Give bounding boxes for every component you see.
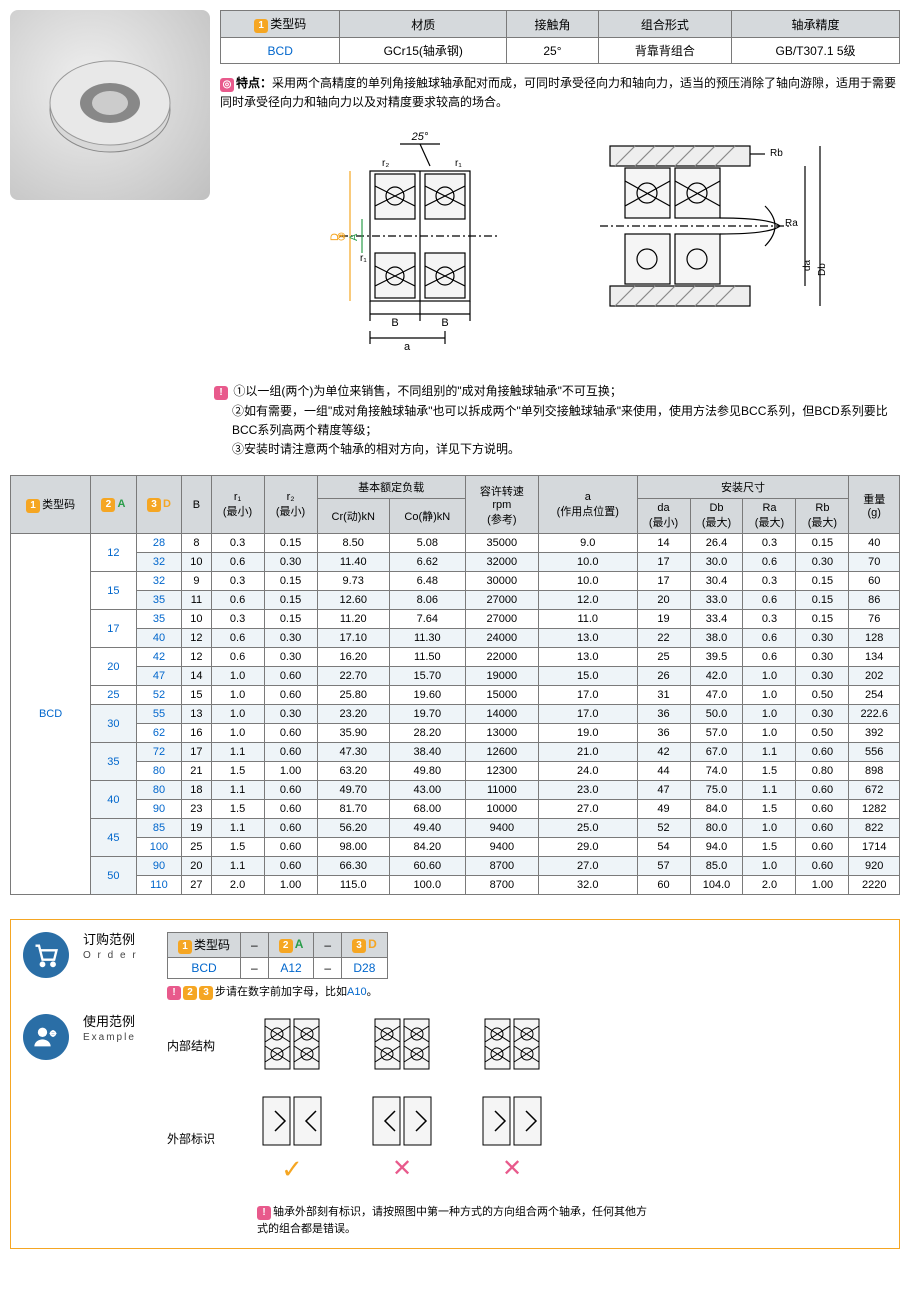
table-row: 3572171.10.6047.3038.401260021.04267.01.… — [11, 743, 900, 762]
order-title: 订购范例 O r d e r — [83, 932, 153, 962]
table-row: 32100.60.3011.406.623200010.01730.00.60.… — [11, 553, 900, 572]
spec-table: 1类型码 材质 接触角 组合形式 轴承精度 BCD GCr15(轴承钢) 25°… — [220, 10, 900, 64]
top-section: 1类型码 材质 接触角 组合形式 轴承精度 BCD GCr15(轴承钢) 25°… — [10, 10, 900, 372]
diagram-right: Rb Ra da Db — [570, 126, 830, 336]
mark-box-diagram — [367, 1091, 437, 1151]
spec-c1: GCr15(轴承钢) — [340, 38, 507, 64]
table-row: 40120.60.3017.1011.302400013.02238.00.60… — [11, 629, 900, 648]
table-row: 4585191.10.6056.2049.40940025.05280.01.0… — [11, 819, 900, 838]
notice-l2: ③安装时请注意两个轴承的相对方向，详见下方说明。 — [232, 440, 520, 459]
table-row: 4080181.10.6049.7043.001100023.04775.01.… — [11, 781, 900, 800]
svg-text:a: a — [404, 341, 411, 353]
table-row: 110272.01.00115.0100.0870032.060104.02.0… — [11, 876, 900, 895]
spec-c0: BCD — [221, 38, 340, 64]
table-row: 80211.51.0063.2049.801230024.04474.01.50… — [11, 762, 900, 781]
table-row: BCD122880.30.158.505.08350009.01426.40.3… — [11, 534, 900, 553]
order-table: 1类型码 – 2A – 3D BCD – A12 – D28 — [167, 932, 388, 979]
user-icon — [23, 1014, 69, 1060]
feature-label: 特点： — [236, 76, 272, 90]
data-table: 1类型码 2A 3D B r₁ (最小) r₂ (最小) 基本额定负载 容许转速… — [10, 475, 900, 895]
spec-h1: 材质 — [340, 11, 507, 38]
tech-diagrams: 25° — [220, 126, 900, 356]
usage-bottom-note: !轴承外部刻有标识，请按照图中第一种方式的方向组合两个轴承，任何其他方式的组合都… — [257, 1203, 657, 1236]
spec-h4: 轴承精度 — [732, 11, 900, 38]
svg-text:r₁: r₁ — [360, 253, 367, 264]
table-row: 100251.50.6098.0084.20940029.05494.01.50… — [11, 838, 900, 857]
table-row: 1735100.30.1511.207.642700011.01933.40.3… — [11, 610, 900, 629]
table-row: 90231.50.6081.7068.001000027.04984.01.50… — [11, 800, 900, 819]
svg-text:Db: Db — [817, 263, 828, 276]
svg-text:25°: 25° — [411, 131, 429, 143]
notice-block: ! ①以一组(两个)为单位来销售，不同组别的"成对角接触球轴承"不可互换； ②如… — [210, 382, 900, 459]
table-row: 5090201.10.6066.3060.60870027.05785.01.0… — [11, 857, 900, 876]
bearing-pair-diagram — [477, 1014, 547, 1074]
product-image — [10, 10, 210, 200]
svg-text:A: A — [348, 233, 360, 241]
feature-icon: ◎ — [220, 78, 234, 92]
feature-note: ◎特点：采用两个高精度的单列角接触球轴承配对而成，可同时承受径向力和轴向力，适当… — [220, 70, 900, 116]
mark-box-diagram — [257, 1091, 327, 1151]
svg-text:B: B — [391, 317, 398, 329]
cross-icon: ✕ — [367, 1154, 437, 1183]
mark-box-diagram — [477, 1091, 547, 1151]
usage-row2-label: 外部标识 — [167, 1130, 237, 1147]
check-icon: ✓ — [257, 1154, 327, 1185]
table-row: 2042120.60.3016.2011.502200013.02539.50.… — [11, 648, 900, 667]
cart-icon — [23, 932, 69, 978]
notice-l1: ②如有需要，一组"成对角接触球轴承"也可以拆成两个"单列交接触球轴承"来使用，使… — [232, 402, 900, 440]
spec-c4: GB/T307.1 5级 — [732, 38, 900, 64]
svg-text:da: da — [802, 260, 813, 272]
bearing-pair-diagram — [367, 1014, 437, 1074]
svg-text:Rb: Rb — [770, 148, 783, 159]
svg-text:r₂: r₂ — [382, 158, 389, 169]
svg-text:B: B — [441, 317, 448, 329]
notice-l0: ①以一组(两个)为单位来销售，不同组别的"成对角接触球轴承"不可互换； — [233, 384, 622, 398]
table-row: 2552151.00.6025.8019.601500017.03147.01.… — [11, 686, 900, 705]
svg-text:r₁: r₁ — [455, 158, 462, 169]
diagram-left: 25° — [290, 126, 550, 356]
table-row: 35110.60.1512.608.062700012.02033.00.60.… — [11, 591, 900, 610]
cross-icon: ✕ — [477, 1154, 547, 1183]
badge-1: 1 — [254, 19, 268, 33]
spec-c2: 25° — [507, 38, 599, 64]
feature-text: 采用两个高精度的单列角接触球轴承配对而成，可同时承受径向力和轴向力，适当的预压消… — [220, 76, 896, 109]
usage-title: 使用范例 Example — [83, 1014, 153, 1044]
table-row: 153290.30.159.736.483000010.01730.40.30.… — [11, 572, 900, 591]
usage-row1-label: 内部结构 — [167, 1037, 237, 1054]
spec-h2: 接触角 — [507, 11, 599, 38]
spec-h0: 类型码 — [270, 17, 306, 31]
spec-h3: 组合形式 — [598, 11, 731, 38]
table-row: 3055131.00.3023.2019.701400017.03650.01.… — [11, 705, 900, 724]
bearing-pair-diagram — [257, 1014, 327, 1074]
example-box: 订购范例 O r d e r 1类型码 – 2A – 3D BCD – A12 … — [10, 919, 900, 1249]
table-row: 47141.00.6022.7015.701900015.02642.01.00… — [11, 667, 900, 686]
order-note: !23步请在数字前加字母，比如A10。 — [167, 983, 388, 1000]
spec-c3: 背靠背组合 — [598, 38, 731, 64]
svg-text:D: D — [329, 233, 341, 241]
svg-text:Ra: Ra — [785, 218, 798, 229]
notice-icon: ! — [214, 386, 228, 400]
table-row: 62161.00.6035.9028.201300019.03657.01.00… — [11, 724, 900, 743]
type-code-cell: BCD — [11, 534, 91, 895]
